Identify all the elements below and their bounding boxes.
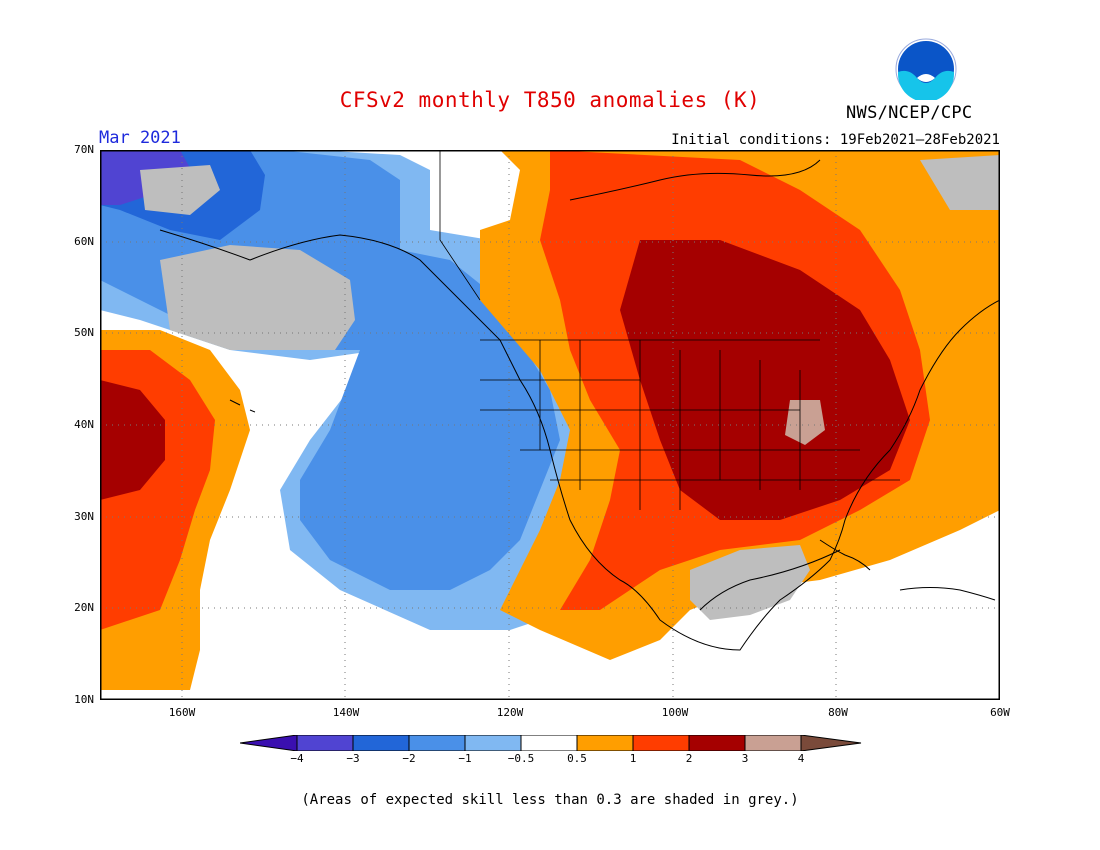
lon-label: 120W <box>496 706 524 719</box>
colorbar-label: 2 <box>685 752 693 765</box>
agency-label: NWS/NCEP/CPC <box>846 103 973 123</box>
colorbar-label: −3 <box>346 752 360 765</box>
noaa-logo <box>895 38 957 102</box>
colorbar-cell <box>689 735 745 751</box>
colorbar-cell <box>577 735 633 751</box>
coastlines <box>159 159 1000 651</box>
colorbar-label: −0.5 <box>507 752 535 765</box>
anomaly-region-dark-red-pacific <box>100 380 165 500</box>
initial-conditions: Initial conditions: 19Feb2021–28Feb2021 <box>671 132 1000 148</box>
lon-label: 60W <box>990 706 1010 719</box>
political-borders <box>439 150 900 510</box>
lon-label: 160W <box>168 706 196 719</box>
lat-label: 70N <box>74 143 94 156</box>
colorbar-label: −2 <box>402 752 416 765</box>
colorbar-label: −1 <box>458 752 472 765</box>
lon-label: 100W <box>661 706 689 719</box>
colorbar-label: 4 <box>797 752 805 765</box>
colorbar-cell <box>353 735 409 751</box>
lat-label: 60N <box>74 235 94 248</box>
colorbar-label: −4 <box>290 752 304 765</box>
anomaly-map <box>100 150 1000 700</box>
colorbar-label: 1 <box>629 752 637 765</box>
low-skill-region <box>160 245 355 350</box>
colorbar-label: 3 <box>741 752 749 765</box>
colorbar-label: 0.5 <box>567 752 587 765</box>
grid-lines <box>100 150 1000 700</box>
lat-label: 10N <box>74 693 94 706</box>
colorbar-cell <box>801 735 861 751</box>
colorbar-cell <box>240 735 297 751</box>
colorbar-cell <box>297 735 353 751</box>
low-skill-region <box>690 545 810 620</box>
colorbar-cell <box>465 735 521 751</box>
anomaly-region-brown <box>785 400 825 445</box>
colorbar-cell <box>745 735 801 751</box>
forecast-month: Mar 2021 <box>99 128 181 148</box>
lat-label: 30N <box>74 510 94 523</box>
lon-label: 140W <box>332 706 360 719</box>
skill-footnote: (Areas of expected skill less than 0.3 a… <box>301 792 799 808</box>
chart-title: CFSv2 monthly T850 anomalies (K) <box>339 88 761 112</box>
colorbar-cell <box>633 735 689 751</box>
colorbar <box>240 735 862 751</box>
lon-label: 80W <box>828 706 848 719</box>
lat-label: 40N <box>74 418 94 431</box>
low-skill-region <box>140 165 220 215</box>
colorbar-cell <box>409 735 465 751</box>
colorbar-cell <box>521 735 577 751</box>
lat-label: 20N <box>74 601 94 614</box>
low-skill-region <box>920 155 1000 210</box>
lat-label: 50N <box>74 326 94 339</box>
